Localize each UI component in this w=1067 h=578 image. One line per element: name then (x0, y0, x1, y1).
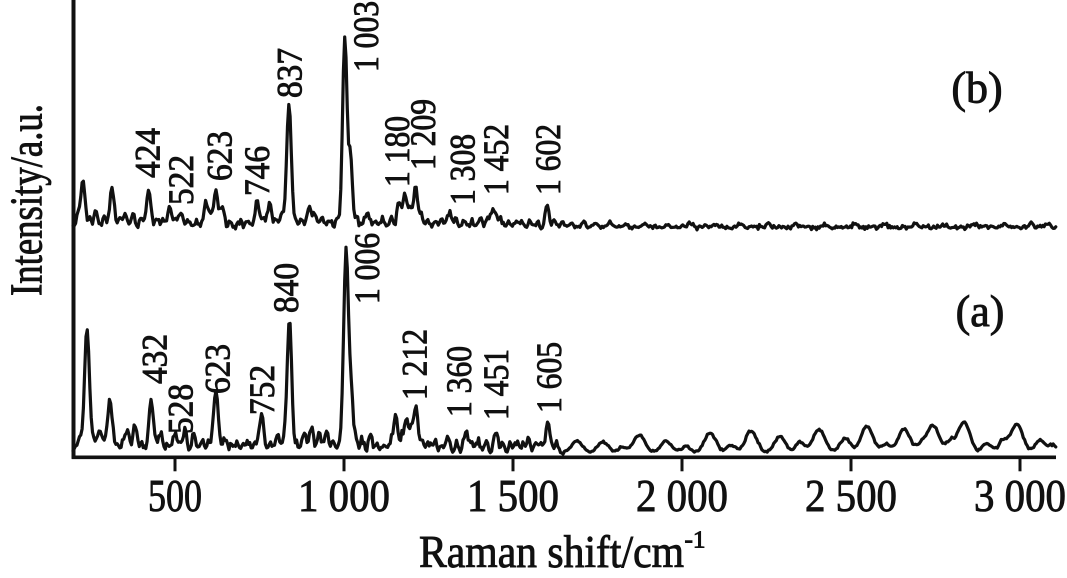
svg-text:Raman shift/cm: Raman shift/cm (419, 527, 684, 577)
svg-text:1 605: 1 605 (529, 342, 569, 413)
svg-text:(b): (b) (951, 64, 1002, 113)
svg-text:500: 500 (148, 470, 202, 521)
svg-text:Intensity/a.u.: Intensity/a.u. (2, 104, 52, 296)
svg-text:623: 623 (199, 131, 239, 181)
svg-text:1 500: 1 500 (467, 470, 559, 521)
svg-text:623: 623 (197, 344, 237, 394)
svg-text:2 000: 2 000 (636, 470, 728, 521)
svg-text:1 003: 1 003 (346, 1, 386, 72)
svg-text:1 000: 1 000 (298, 470, 390, 521)
svg-text:-1: -1 (685, 528, 706, 554)
svg-text:1 602: 1 602 (528, 124, 568, 195)
svg-text:1 360: 1 360 (439, 346, 479, 417)
svg-text:752: 752 (242, 365, 282, 415)
svg-text:424: 424 (128, 128, 168, 178)
svg-text:1 180: 1 180 (377, 116, 417, 187)
svg-text:1 451: 1 451 (476, 349, 516, 420)
svg-text:1 006: 1 006 (347, 233, 387, 304)
svg-text:(a): (a) (956, 287, 1005, 336)
svg-text:3 000: 3 000 (974, 470, 1066, 521)
svg-text:1 308: 1 308 (442, 134, 482, 205)
svg-text:1 452: 1 452 (476, 124, 516, 195)
svg-text:1 209: 1 209 (403, 99, 443, 170)
svg-text:2 500: 2 500 (805, 470, 897, 521)
svg-text:746: 746 (237, 146, 277, 196)
svg-text:840: 840 (266, 263, 306, 313)
svg-text:837: 837 (269, 48, 309, 98)
svg-text:1 212: 1 212 (394, 329, 434, 400)
svg-text:528: 528 (161, 384, 201, 434)
svg-text:432: 432 (134, 334, 174, 384)
svg-text:522: 522 (161, 155, 201, 205)
